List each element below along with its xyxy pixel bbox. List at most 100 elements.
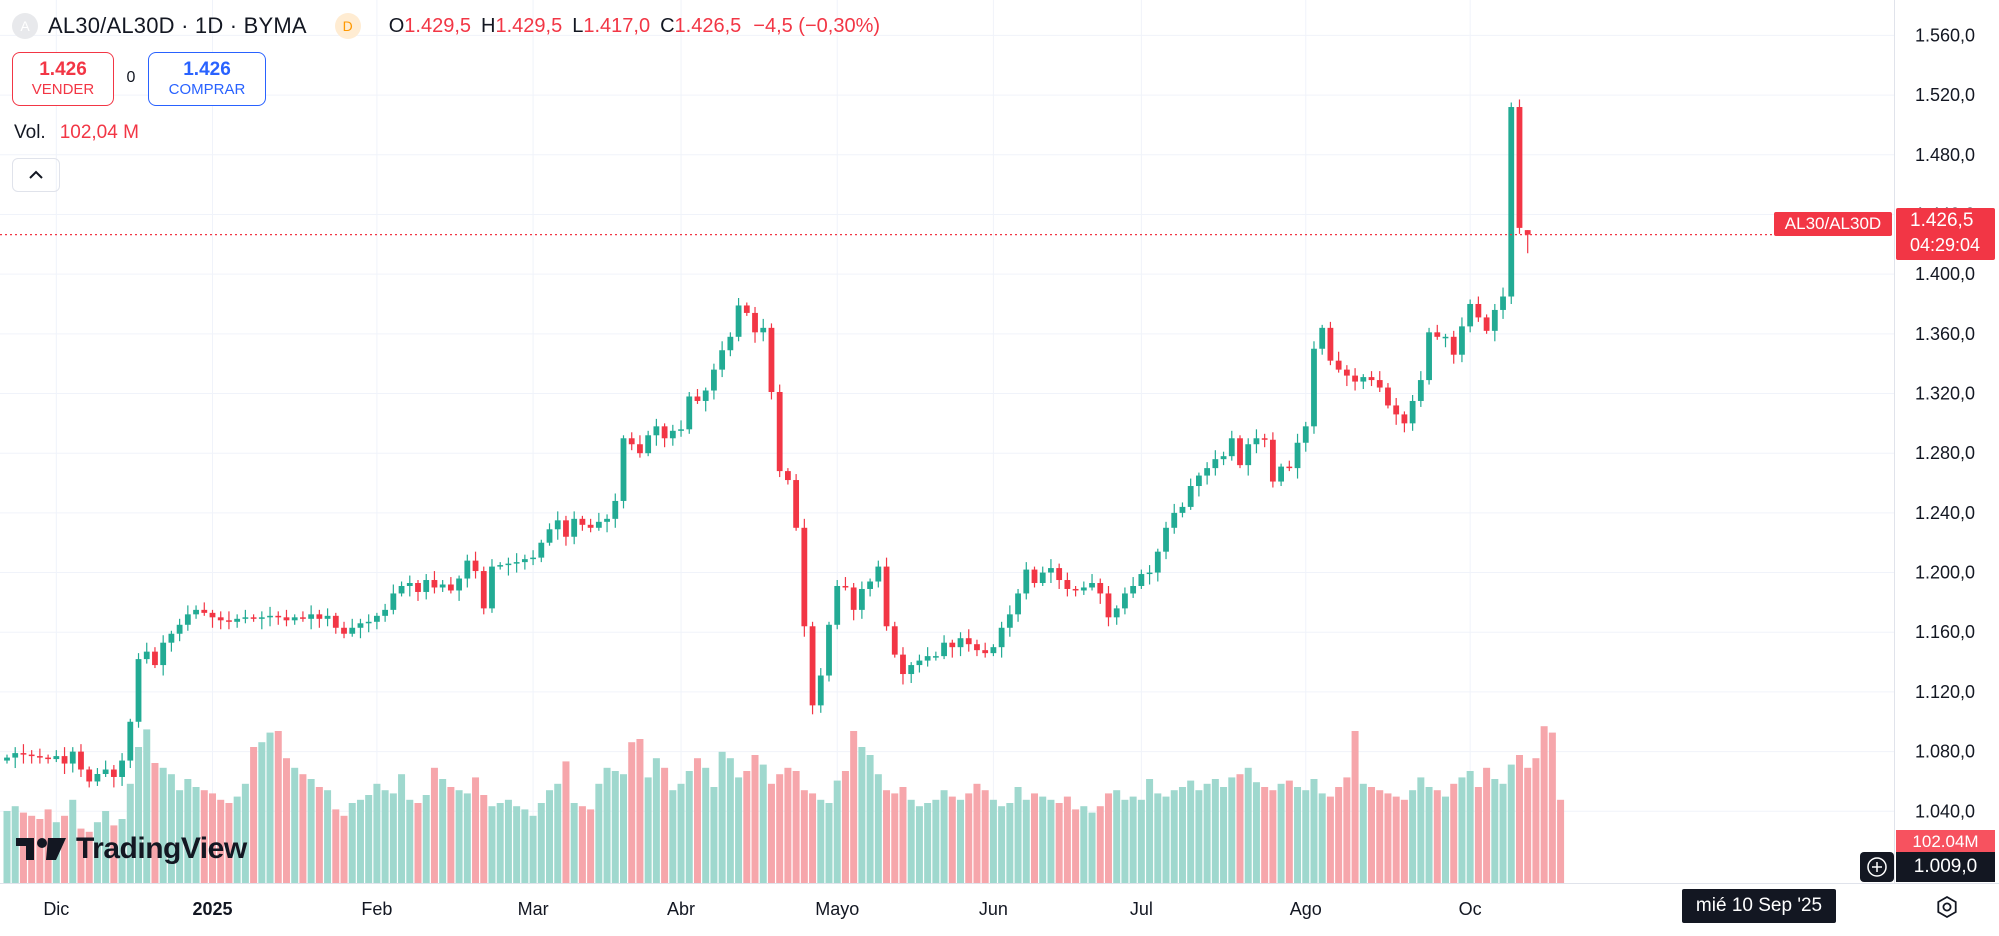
volume-bar <box>1318 793 1326 883</box>
candle <box>176 624 183 634</box>
candle <box>464 560 471 579</box>
volume-bar <box>915 806 923 883</box>
candle <box>275 615 282 618</box>
volume-bar <box>472 777 480 883</box>
last-price-tag: 1.426,5 04:29:04 <box>1896 208 1995 260</box>
volume-bar <box>850 731 858 883</box>
symbol-title[interactable]: AL30/AL30D · 1D · BYMA <box>48 13 307 38</box>
candle <box>1171 512 1178 528</box>
candle <box>505 563 512 566</box>
candle <box>291 617 298 621</box>
candle <box>1327 327 1334 361</box>
add-plus-button[interactable] <box>1860 852 1894 882</box>
candle <box>1237 438 1243 466</box>
x-tick-label: Jun <box>979 899 1008 919</box>
candle <box>258 617 265 619</box>
candle <box>431 580 438 588</box>
x-tick-label: 2025 <box>192 899 232 919</box>
candle <box>521 559 528 563</box>
candle <box>571 518 578 537</box>
volume-bar <box>693 758 701 883</box>
candle <box>1228 438 1235 457</box>
candle <box>1015 593 1021 615</box>
candle <box>1064 580 1071 589</box>
candle <box>1508 107 1515 297</box>
candle <box>1253 438 1260 445</box>
x-tick-label: Dic <box>43 899 69 919</box>
open-value: 1.429,5 <box>404 14 472 37</box>
volume-bar <box>529 815 537 883</box>
volume-bar <box>1376 790 1384 883</box>
candle <box>1278 466 1284 482</box>
candle <box>1113 608 1120 618</box>
candle <box>1154 551 1161 573</box>
volume-bar <box>455 790 463 883</box>
symbol-price-tag: AL30/AL30D <box>1774 212 1892 236</box>
settings-button[interactable] <box>1932 892 1962 922</box>
volume-bar <box>546 790 554 883</box>
symbol-legend: A AL30/AL30D · 1D · BYMA D O 1.429,5 H 1.4… <box>12 10 880 42</box>
volume-bar <box>19 812 27 883</box>
volume-bar <box>1104 793 1112 883</box>
sell-price: 1.426 <box>39 59 87 80</box>
volume-bar <box>324 790 332 883</box>
volume-bar <box>924 803 932 883</box>
candle <box>382 609 389 616</box>
buy-price: 1.426 <box>183 59 231 80</box>
volume-bar <box>1557 799 1565 883</box>
data-source-badge[interactable]: D <box>334 13 361 39</box>
buy-button[interactable]: 1.426 COMPRAR <box>148 52 266 106</box>
volume-bar <box>143 729 151 883</box>
candle <box>1023 569 1030 594</box>
collapse-legend-button[interactable] <box>12 158 60 192</box>
candle <box>604 518 610 522</box>
volume-bar <box>1080 806 1088 883</box>
volume-bar <box>1154 793 1162 883</box>
volume-bar <box>1178 787 1186 883</box>
volume-bar <box>118 819 126 883</box>
candle <box>554 520 561 530</box>
candle <box>226 620 232 622</box>
tradingview-logo[interactable]: TradingView <box>16 832 247 866</box>
volume-bar <box>1343 777 1351 883</box>
volume-bar <box>209 793 216 883</box>
volume-bar <box>1507 764 1515 883</box>
volume-bar <box>315 787 323 883</box>
candle <box>752 312 758 333</box>
candle <box>1409 400 1416 424</box>
candle <box>990 647 997 654</box>
volume-bar <box>1072 809 1080 883</box>
volume-bar <box>1442 796 1449 883</box>
buy-label: COMPRAR <box>168 81 246 98</box>
volume-bar <box>463 793 471 883</box>
candle <box>1179 506 1186 513</box>
volume-bar <box>866 755 874 883</box>
candle <box>974 644 980 651</box>
candle <box>867 581 873 589</box>
volume-bar <box>282 758 290 883</box>
volume-value: 102,04 M <box>59 122 139 143</box>
candle <box>916 660 923 666</box>
y-tick-label: 1.160,0 <box>1915 622 1975 642</box>
candle <box>1056 568 1063 581</box>
volume-bar <box>1261 787 1269 883</box>
volume-label: Vol. <box>14 122 46 143</box>
candle <box>152 651 158 666</box>
volume-bar <box>1228 777 1236 883</box>
candle <box>1516 107 1523 228</box>
volume-bar <box>620 774 627 883</box>
crosshair-date-tag: mié 10 Sep '25 <box>1682 889 1836 923</box>
volume-bar <box>1031 793 1038 883</box>
candle <box>538 542 545 558</box>
candle <box>850 587 857 610</box>
candle <box>1204 468 1211 476</box>
sell-button[interactable]: 1.426 VENDER <box>12 52 114 106</box>
volume-bar <box>1252 782 1260 883</box>
tradingview-logo-icon <box>16 838 66 860</box>
volume-bar <box>356 799 364 883</box>
volume-bar <box>841 771 849 883</box>
candle <box>637 444 643 454</box>
volume-bar <box>989 799 997 883</box>
volume-bar <box>1096 806 1104 883</box>
